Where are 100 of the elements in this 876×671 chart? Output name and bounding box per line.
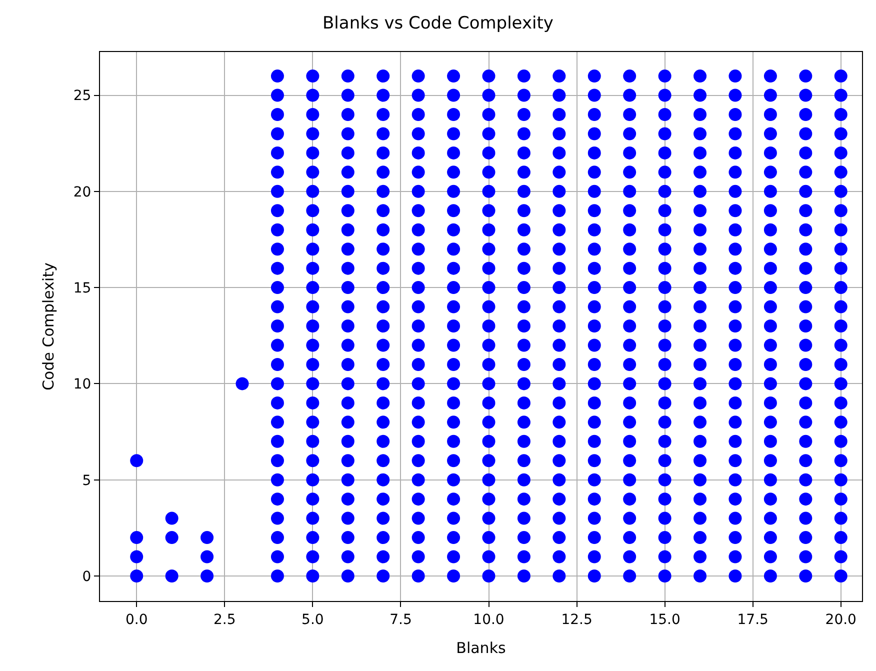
point [306, 204, 320, 218]
point [694, 531, 707, 544]
point [694, 358, 707, 371]
point [588, 184, 601, 198]
point [799, 242, 812, 256]
point [306, 262, 320, 275]
point [658, 223, 672, 236]
point [341, 396, 354, 410]
point [694, 512, 707, 525]
point [517, 512, 530, 525]
point [341, 223, 354, 236]
point [552, 204, 566, 218]
point [412, 127, 425, 140]
point [270, 550, 284, 564]
point [588, 531, 601, 544]
point [728, 531, 742, 544]
point [306, 338, 320, 352]
point [834, 262, 848, 275]
point [764, 70, 777, 83]
point [834, 166, 848, 179]
x-tick-label: 7.5 [390, 612, 412, 628]
point [306, 531, 320, 544]
point [447, 127, 460, 140]
point [376, 416, 390, 429]
point [658, 492, 672, 506]
point [270, 146, 284, 160]
point [552, 320, 566, 333]
point [412, 88, 425, 102]
point [694, 108, 707, 121]
point [341, 204, 354, 218]
point [447, 70, 460, 83]
point [588, 454, 601, 468]
point [764, 281, 777, 294]
point [270, 108, 284, 121]
point [517, 358, 530, 371]
point [658, 358, 672, 371]
point [799, 473, 812, 486]
point [447, 492, 460, 506]
point [482, 434, 496, 448]
point [376, 434, 390, 448]
point [517, 416, 530, 429]
point [482, 204, 496, 218]
point [694, 242, 707, 256]
point [306, 416, 320, 429]
point [694, 338, 707, 352]
point [834, 184, 848, 198]
point [764, 223, 777, 236]
point [236, 377, 249, 390]
point [517, 473, 530, 486]
point [623, 242, 636, 256]
point [623, 570, 636, 582]
point [341, 262, 354, 275]
point [376, 454, 390, 468]
point [728, 223, 742, 236]
point [270, 377, 284, 390]
point [834, 300, 848, 314]
point [482, 338, 496, 352]
point [517, 223, 530, 236]
point [623, 281, 636, 294]
point [694, 377, 707, 390]
point [482, 473, 496, 486]
point [588, 320, 601, 333]
x-tick-label: 0.0 [125, 612, 148, 628]
point [482, 88, 496, 102]
point [376, 281, 390, 294]
point [764, 127, 777, 140]
point [517, 281, 530, 294]
point [588, 204, 601, 218]
point [764, 416, 777, 429]
point [270, 88, 284, 102]
point [200, 531, 214, 544]
point [482, 570, 496, 582]
point [552, 492, 566, 506]
point [447, 281, 460, 294]
point [412, 242, 425, 256]
point [764, 320, 777, 333]
point [482, 146, 496, 160]
point [799, 108, 812, 121]
point [270, 300, 284, 314]
point [341, 146, 354, 160]
point [130, 550, 144, 564]
point [623, 454, 636, 468]
y-axis-title: Code Complexity [40, 262, 58, 390]
point [341, 512, 354, 525]
point [447, 88, 460, 102]
point [270, 416, 284, 429]
point [165, 531, 178, 544]
point [270, 454, 284, 468]
point [588, 396, 601, 410]
point [799, 434, 812, 448]
point [482, 300, 496, 314]
point [694, 396, 707, 410]
point [270, 473, 284, 486]
point [341, 492, 354, 506]
point [447, 262, 460, 275]
point [694, 88, 707, 102]
point [588, 127, 601, 140]
point [799, 416, 812, 429]
point [799, 320, 812, 333]
point [834, 88, 848, 102]
